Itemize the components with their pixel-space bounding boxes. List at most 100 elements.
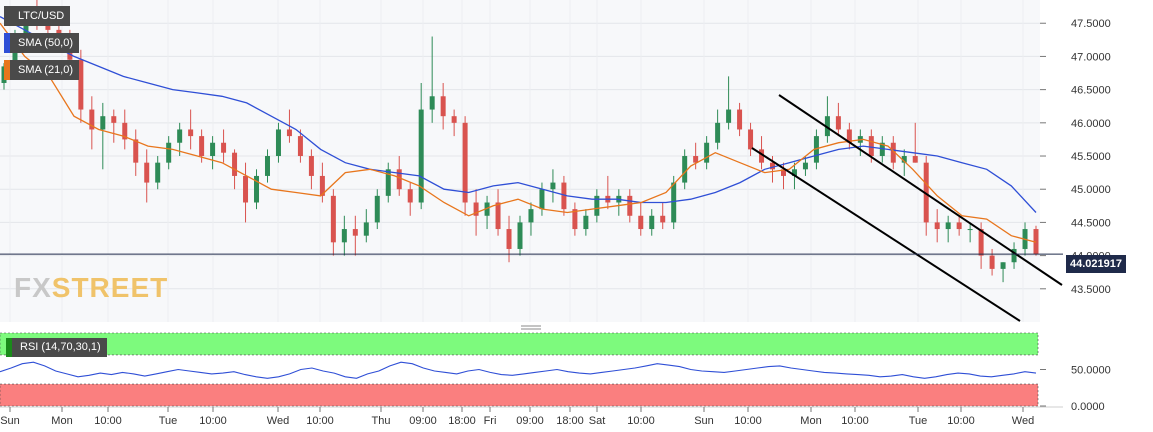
candle-body bbox=[978, 229, 984, 256]
candle-body bbox=[243, 175, 249, 203]
time-axis: Sun Mon 10:00 Tue 10:00 Wed 10:00 Thu 09:00 18:00… bbox=[0, 407, 1034, 427]
candle-body bbox=[791, 169, 797, 176]
candle-body bbox=[341, 229, 347, 243]
legend-symbol-swatch bbox=[4, 6, 10, 26]
candle-body bbox=[166, 142, 172, 163]
legend-symbol[interactable]: LTC/USD bbox=[4, 6, 71, 26]
candle-body bbox=[199, 136, 205, 157]
candle-body bbox=[726, 109, 732, 123]
candle-body bbox=[583, 215, 589, 230]
candle-body bbox=[440, 96, 446, 117]
rsi-tick-label: 50.0000 bbox=[1071, 365, 1111, 377]
legend-sma50[interactable]: SMA (50,0) bbox=[4, 33, 80, 53]
time-tick-label: Fri bbox=[484, 415, 497, 427]
candle-body bbox=[396, 169, 402, 190]
time-tick-label: Sun bbox=[0, 415, 20, 427]
candle-body bbox=[693, 156, 699, 163]
candle-body bbox=[638, 215, 644, 230]
candle-body bbox=[89, 109, 95, 130]
candle-body bbox=[660, 215, 666, 223]
candle-body bbox=[155, 162, 161, 183]
candle-body bbox=[770, 162, 776, 170]
candle-body bbox=[221, 142, 227, 153]
candle-body bbox=[824, 116, 830, 137]
candle-body bbox=[737, 109, 743, 130]
candle-body bbox=[23, 16, 29, 37]
legend-sma21[interactable]: SMA (21,0) bbox=[4, 60, 80, 80]
candle-body bbox=[111, 116, 117, 123]
channel-line-lower bbox=[751, 147, 1021, 322]
legend-sma50-swatch bbox=[4, 33, 10, 53]
candle-body bbox=[100, 116, 106, 130]
candle-body bbox=[275, 129, 281, 157]
candle-body bbox=[462, 122, 468, 203]
rsi-tick-label: 0.0000 bbox=[1071, 401, 1105, 413]
candle-body bbox=[473, 202, 479, 216]
candle-body bbox=[385, 169, 391, 196]
candle-body bbox=[550, 182, 556, 190]
candle-body bbox=[177, 129, 183, 143]
candle-body bbox=[901, 156, 907, 163]
candle-body bbox=[868, 136, 874, 157]
candle-body bbox=[363, 222, 369, 236]
legend-sma50-label: SMA (50,0) bbox=[18, 37, 74, 49]
candle-body bbox=[133, 139, 139, 163]
candle-body bbox=[495, 202, 501, 230]
candle-body bbox=[923, 162, 929, 223]
rsi-overbought-zone bbox=[0, 332, 1039, 356]
candle-body bbox=[715, 122, 721, 143]
candle-body bbox=[802, 162, 808, 170]
rsi-line bbox=[0, 361, 1037, 379]
candle-body bbox=[374, 195, 380, 223]
sma21-line bbox=[0, 22, 1037, 243]
time-tick-label: 10:00 bbox=[627, 415, 655, 427]
candle-body bbox=[780, 169, 786, 176]
candle-body bbox=[308, 156, 314, 176]
time-tick-label: 10:00 bbox=[94, 415, 122, 427]
time-tick-label: 10:00 bbox=[734, 415, 762, 427]
legend-rsi[interactable]: RSI (14,70,30,1) bbox=[6, 338, 107, 357]
candle-body bbox=[572, 209, 578, 230]
price-tick-label: 47.0000 bbox=[1071, 51, 1111, 63]
candle-body bbox=[594, 195, 600, 216]
candle-body bbox=[539, 189, 545, 210]
price-tick-label: 47.5000 bbox=[1071, 18, 1111, 30]
candle-body bbox=[561, 182, 567, 210]
candle-body bbox=[254, 175, 260, 203]
candle-body bbox=[319, 175, 325, 196]
candle-body bbox=[967, 229, 973, 231]
time-tick-label: 10:00 bbox=[199, 415, 227, 427]
time-tick-label: Wed bbox=[267, 415, 289, 427]
candle-body bbox=[484, 202, 490, 216]
price-tick-label: 46.0000 bbox=[1071, 118, 1111, 130]
candle-body bbox=[451, 116, 457, 123]
price-tick-label: 43.5000 bbox=[1071, 284, 1111, 296]
candle-body bbox=[330, 195, 336, 243]
time-tick-label: 10:00 bbox=[841, 415, 869, 427]
candle-body bbox=[418, 109, 424, 203]
candle-body bbox=[1011, 248, 1017, 263]
price-panel-bg bbox=[0, 0, 1040, 322]
price-tick-label: 45.0000 bbox=[1071, 184, 1111, 196]
candle-body bbox=[264, 156, 270, 176]
price-tick-label: 45.5000 bbox=[1071, 151, 1111, 163]
candle-body bbox=[352, 229, 358, 236]
candle-body bbox=[407, 189, 413, 203]
legend-sma21-swatch bbox=[4, 60, 10, 80]
candle-body bbox=[879, 142, 885, 157]
candle-body bbox=[232, 152, 238, 176]
price-tick-label: 46.5000 bbox=[1071, 85, 1111, 97]
candle-body bbox=[144, 162, 150, 183]
candle-body bbox=[188, 129, 194, 137]
candle-body bbox=[912, 156, 918, 163]
candle-body bbox=[759, 149, 765, 163]
candle-body bbox=[671, 182, 677, 223]
candle-body bbox=[956, 222, 962, 230]
candle-body bbox=[627, 195, 633, 216]
candle-body bbox=[682, 156, 688, 183]
candle-body bbox=[122, 122, 128, 140]
rsi-oversold-zone bbox=[0, 383, 1039, 407]
legend-rsi-swatch bbox=[6, 338, 12, 357]
time-tick-label: 09:00 bbox=[409, 415, 437, 427]
